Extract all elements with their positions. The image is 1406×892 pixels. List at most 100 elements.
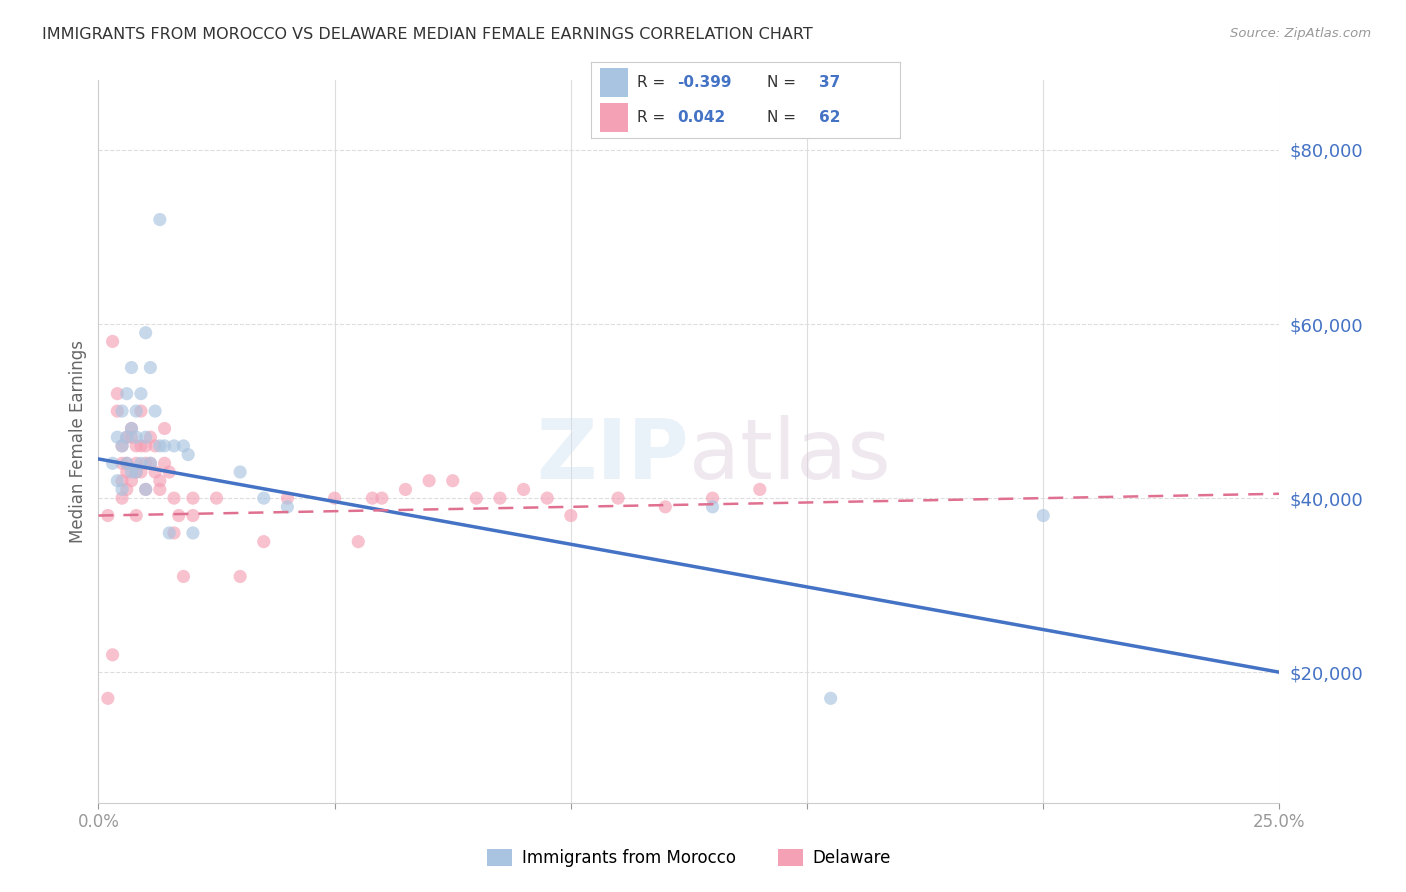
Point [111, 474, 134, 488]
Point [125, 465, 148, 479]
Point [347, 534, 370, 549]
Point [149, 483, 172, 497]
Point [111, 439, 134, 453]
Point [361, 491, 384, 505]
Point [181, 491, 204, 505]
Point [181, 508, 204, 523]
Text: -0.399: -0.399 [678, 75, 731, 90]
Point [111, 491, 134, 505]
Point [276, 500, 298, 514]
Point [1032, 508, 1054, 523]
Point [163, 491, 186, 505]
Point [276, 491, 298, 505]
Text: atlas: atlas [689, 416, 890, 497]
Text: 37: 37 [820, 75, 841, 90]
Point [394, 483, 416, 497]
Point [105, 474, 128, 488]
Point [323, 491, 346, 505]
Point [121, 465, 143, 479]
Point [607, 491, 630, 505]
Point [125, 508, 148, 523]
Point [418, 474, 440, 488]
Point [172, 569, 194, 583]
Bar [600, 103, 627, 132]
Point [121, 430, 143, 444]
Point [135, 439, 157, 453]
Point [139, 430, 162, 444]
Point [153, 456, 176, 470]
Point [149, 474, 172, 488]
Point [654, 500, 676, 514]
Point [702, 491, 724, 505]
Point [157, 525, 180, 540]
Point [172, 439, 194, 453]
Point [129, 439, 152, 453]
Text: N =: N = [766, 111, 800, 125]
Point [181, 525, 204, 540]
Point [129, 404, 152, 418]
Point [512, 483, 534, 497]
Point [135, 326, 157, 340]
Text: ZIP: ZIP [537, 416, 689, 497]
Point [129, 386, 152, 401]
Point [149, 439, 172, 453]
Point [115, 430, 138, 444]
Point [139, 456, 162, 470]
Point [163, 525, 186, 540]
Point [135, 430, 157, 444]
Point [143, 465, 166, 479]
Bar [600, 68, 627, 96]
Text: R =: R = [637, 75, 671, 90]
Point [111, 439, 134, 453]
Legend: Immigrants from Morocco, Delaware: Immigrants from Morocco, Delaware [481, 842, 897, 874]
Point [153, 421, 176, 435]
Text: N =: N = [766, 75, 800, 90]
Point [371, 491, 394, 505]
Point [125, 456, 148, 470]
Point [111, 483, 134, 497]
Point [149, 212, 172, 227]
Point [163, 439, 186, 453]
Y-axis label: Median Female Earnings: Median Female Earnings [69, 340, 87, 543]
Point [536, 491, 558, 505]
Point [153, 439, 176, 453]
Point [177, 448, 200, 462]
Point [101, 334, 124, 349]
Point [121, 360, 143, 375]
Point [139, 360, 162, 375]
Point [115, 386, 138, 401]
Point [125, 439, 148, 453]
Point [105, 404, 128, 418]
Point [115, 456, 138, 470]
Point [253, 534, 276, 549]
Point [121, 474, 143, 488]
Point [121, 421, 143, 435]
Point [702, 500, 724, 514]
Text: 0.042: 0.042 [678, 111, 725, 125]
Point [139, 456, 162, 470]
Point [101, 456, 124, 470]
Point [135, 483, 157, 497]
Point [115, 483, 138, 497]
Text: Source: ZipAtlas.com: Source: ZipAtlas.com [1230, 27, 1371, 40]
Point [129, 465, 152, 479]
Point [748, 483, 770, 497]
Text: R =: R = [637, 111, 671, 125]
Point [125, 465, 148, 479]
Text: IMMIGRANTS FROM MOROCCO VS DELAWARE MEDIAN FEMALE EARNINGS CORRELATION CHART: IMMIGRANTS FROM MOROCCO VS DELAWARE MEDI… [42, 27, 813, 42]
Point [465, 491, 488, 505]
Point [229, 465, 252, 479]
Point [820, 691, 842, 706]
Point [111, 404, 134, 418]
Point [167, 508, 190, 523]
Point [205, 491, 228, 505]
Point [115, 430, 138, 444]
Point [125, 404, 148, 418]
Point [229, 569, 252, 583]
Point [105, 430, 128, 444]
Point [441, 474, 464, 488]
Text: 62: 62 [820, 111, 841, 125]
Point [489, 491, 512, 505]
Point [121, 421, 143, 435]
Point [143, 439, 166, 453]
